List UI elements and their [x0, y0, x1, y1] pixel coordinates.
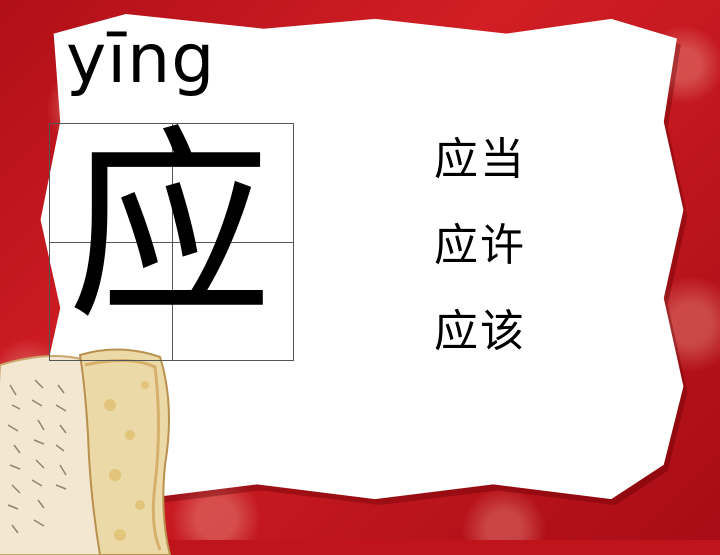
- word-item: 应许: [434, 220, 526, 271]
- word-list: 应当 应许 应该: [434, 138, 526, 396]
- grid-horizontal-line: [50, 242, 293, 243]
- scroll-decoration: [0, 348, 172, 555]
- main-character: 应: [67, 109, 272, 347]
- character-grid: [49, 123, 294, 361]
- pinyin-label: yīng: [66, 20, 216, 99]
- word-item: 应该: [434, 306, 526, 357]
- word-item: 应当: [434, 134, 526, 185]
